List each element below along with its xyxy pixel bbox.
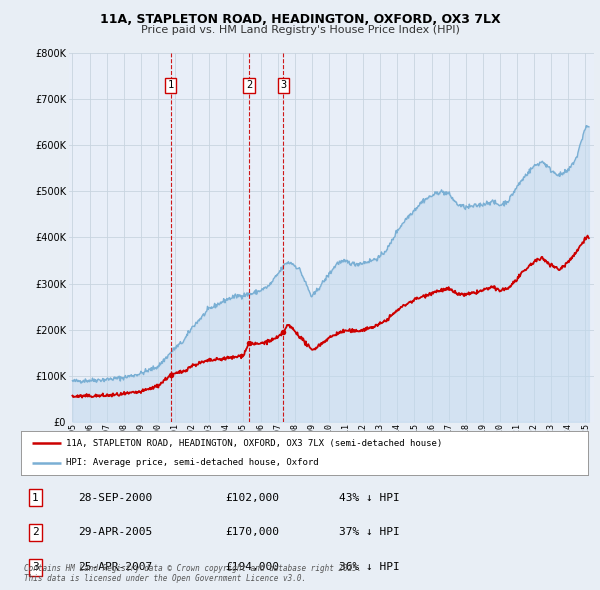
Text: 3: 3 xyxy=(32,562,38,572)
Text: 25-APR-2007: 25-APR-2007 xyxy=(78,562,152,572)
Text: Price paid vs. HM Land Registry's House Price Index (HPI): Price paid vs. HM Land Registry's House … xyxy=(140,25,460,35)
Text: £170,000: £170,000 xyxy=(225,527,279,537)
Text: 1: 1 xyxy=(32,493,38,503)
Text: 28-SEP-2000: 28-SEP-2000 xyxy=(78,493,152,503)
Text: 29-APR-2005: 29-APR-2005 xyxy=(78,527,152,537)
Text: 36% ↓ HPI: 36% ↓ HPI xyxy=(338,562,399,572)
Text: £194,000: £194,000 xyxy=(225,562,279,572)
Text: 3: 3 xyxy=(280,80,286,90)
Text: 37% ↓ HPI: 37% ↓ HPI xyxy=(338,527,399,537)
Text: 11A, STAPLETON ROAD, HEADINGTON, OXFORD, OX3 7LX: 11A, STAPLETON ROAD, HEADINGTON, OXFORD,… xyxy=(100,13,500,26)
Text: £102,000: £102,000 xyxy=(225,493,279,503)
Text: Contains HM Land Registry data © Crown copyright and database right 2025.
This d: Contains HM Land Registry data © Crown c… xyxy=(24,563,362,583)
Text: 2: 2 xyxy=(246,80,252,90)
Text: HPI: Average price, semi-detached house, Oxford: HPI: Average price, semi-detached house,… xyxy=(67,458,319,467)
Text: 2: 2 xyxy=(32,527,38,537)
Text: 11A, STAPLETON ROAD, HEADINGTON, OXFORD, OX3 7LX (semi-detached house): 11A, STAPLETON ROAD, HEADINGTON, OXFORD,… xyxy=(67,438,443,448)
Text: 1: 1 xyxy=(167,80,174,90)
Text: 43% ↓ HPI: 43% ↓ HPI xyxy=(338,493,399,503)
